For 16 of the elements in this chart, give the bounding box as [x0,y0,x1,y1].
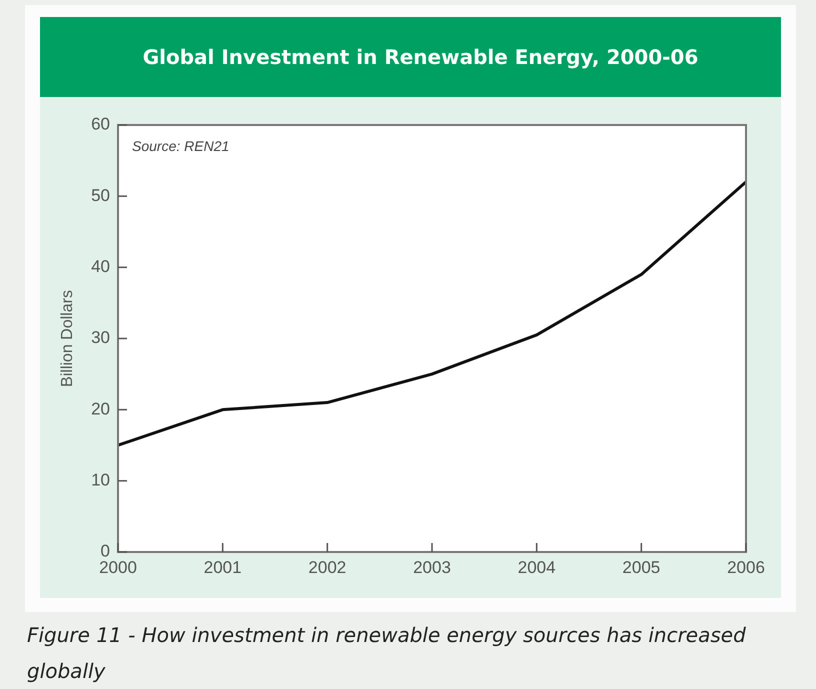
y-tick-label: 40 [91,257,110,276]
y-tick-label: 10 [91,470,110,490]
y-tick-label: 30 [91,328,110,348]
y-tick-label: 20 [91,399,110,418]
annotation: Source: REN21 [132,138,230,154]
y-tick-label: 60 [91,114,110,134]
x-tick-label: 2004 [518,558,556,577]
x-tick-label: 2006 [727,558,765,577]
y-axis-title: Billion Dollars [59,290,76,387]
y-tick-label: 50 [91,186,110,205]
x-tick-label: 2003 [413,558,451,577]
chart-title: Global Investment in Renewable Energy, 2000-06 [142,45,698,69]
x-tick-label: 2005 [622,558,660,577]
x-tick-label: 2002 [308,558,346,577]
x-tick-label: 2001 [204,558,242,577]
caption: Figure 11 - How investment in renewable energy sources has increased globally [27,622,747,685]
